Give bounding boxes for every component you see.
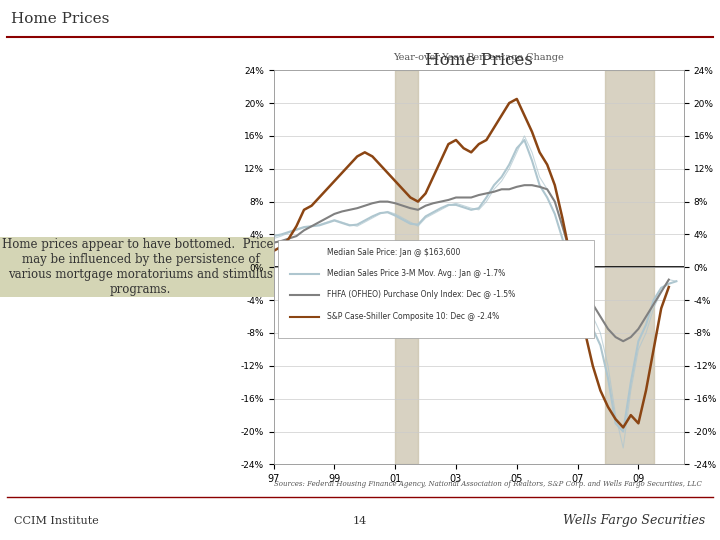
Text: FHFA (OFHEO) Purchase Only Index: Dec @ -1.5%: FHFA (OFHEO) Purchase Only Index: Dec @ … [327,290,516,299]
Text: Median Sale Price: Jan @ $163,600: Median Sale Price: Jan @ $163,600 [327,248,460,256]
Text: S&P Case-Shiller Composite 10: Dec @ -2.4%: S&P Case-Shiller Composite 10: Dec @ -2.… [327,312,499,321]
Text: Median Sales Price 3-M Mov. Avg.: Jan @ -1.7%: Median Sales Price 3-M Mov. Avg.: Jan @ … [327,269,505,278]
Text: Year-over-Year Percentage Change: Year-over-Year Percentage Change [393,53,564,62]
Bar [395,70,418,464]
FancyBboxPatch shape [278,240,594,338]
Bar [605,70,654,464]
Text: 14: 14 [353,516,367,526]
Text: CCIM Institute: CCIM Institute [14,516,99,526]
Text: Home prices appear to have bottomed.  Prices may be influenced by the persistenc: Home prices appear to have bottomed. Pri… [1,238,279,296]
Text: Home Prices: Home Prices [11,12,109,26]
Text: Sources: Federal Housing Finance Agency, National Association of Realtors, S&P C: Sources: Federal Housing Finance Agency,… [274,480,701,488]
Text: Wells Fargo Securities: Wells Fargo Securities [564,514,706,527]
Title: Home Prices: Home Prices [425,52,533,69]
